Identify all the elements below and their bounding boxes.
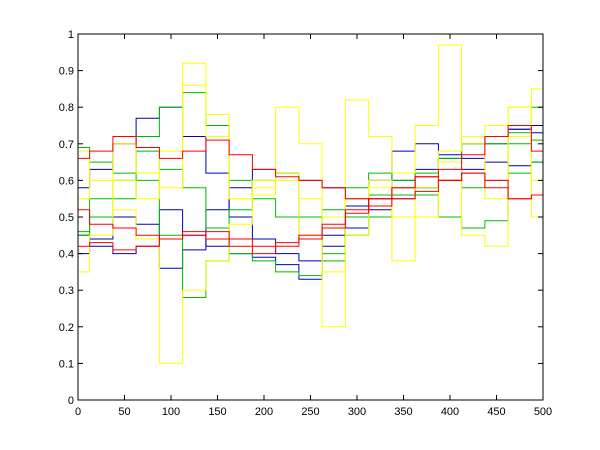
y-tick-label: 0.5 — [59, 212, 74, 224]
y-tick-label: 0.7 — [59, 139, 74, 151]
y-tick-label: 0.4 — [59, 249, 74, 261]
y-tick-label: 0.1 — [59, 358, 74, 370]
x-tick-label: 400 — [441, 406, 459, 418]
x-tick-label: 250 — [301, 406, 319, 418]
series-line-5 — [78, 161, 543, 298]
x-tick-label: 300 — [348, 406, 366, 418]
x-tick-label: 350 — [394, 406, 412, 418]
y-tick-label: 0.6 — [59, 175, 74, 187]
y-axis: 0 0.1 0.2 0.3 0.4 0.5 0.6 0.7 0.8 0.9 1 — [59, 29, 543, 407]
series-line-12 — [78, 172, 543, 255]
plot-area — [77, 33, 544, 401]
series-group — [78, 44, 543, 364]
y-tick-label: 0.3 — [59, 285, 74, 297]
y-tick-label: 0.9 — [59, 66, 74, 78]
x-tick-label: 50 — [118, 406, 130, 418]
x-axis: 0 50 100 150 200 250 300 350 400 450 500 — [75, 34, 552, 418]
x-tick-label: 200 — [255, 406, 273, 418]
x-tick-label: 450 — [487, 406, 505, 418]
y-tick-label: 0.8 — [59, 102, 74, 114]
x-tick-label: 0 — [75, 406, 81, 418]
y-tick-label: 0.2 — [59, 322, 74, 334]
series-line-11 — [78, 125, 543, 247]
x-tick-label: 100 — [162, 406, 180, 418]
x-tick-label: 150 — [208, 406, 226, 418]
x-tick-label: 500 — [534, 406, 552, 418]
y-tick-label: 0 — [68, 395, 74, 407]
y-tick-label: 1 — [68, 29, 74, 41]
